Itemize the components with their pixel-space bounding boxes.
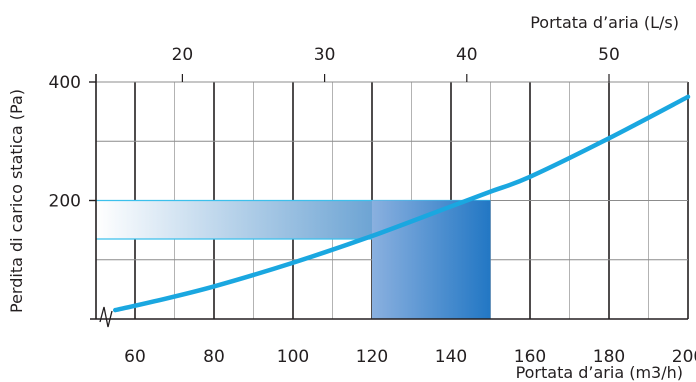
y-axis-title: Perdita di carico statica (Pa) [7, 89, 26, 313]
x-axis-title: Portata d’aria (m3/h) [516, 363, 683, 382]
x-tick-label: 120 [356, 347, 388, 367]
x-tick-label: 160 [514, 347, 546, 367]
axes [89, 74, 688, 328]
top-tick-label: 50 [598, 45, 620, 65]
axis-break-mark [99, 306, 113, 328]
top-tick-label: 20 [172, 45, 194, 65]
y-tick-label: 400 [49, 73, 81, 93]
x-tick-label: 60 [124, 347, 146, 367]
tick-labels: 60 80 100 120 140 160 180 200 20 30 40 50 200 400 [49, 45, 696, 367]
x-tick-label: 80 [203, 347, 225, 367]
series [113, 94, 691, 313]
top-axis-title: Portata d’aria (L/s) [530, 13, 679, 32]
vertical-band [372, 200, 491, 319]
x-tick-label: 140 [435, 347, 467, 367]
series-line [113, 94, 691, 313]
top-tick-label: 40 [456, 45, 478, 65]
y-tick-label: 200 [49, 192, 81, 212]
x-tick-label: 100 [277, 347, 309, 367]
x-tick-label: 180 [593, 347, 625, 367]
shaded-regions [96, 199, 491, 319]
top-tick-label: 30 [314, 45, 336, 65]
x-tick-label: 200 [672, 347, 696, 367]
